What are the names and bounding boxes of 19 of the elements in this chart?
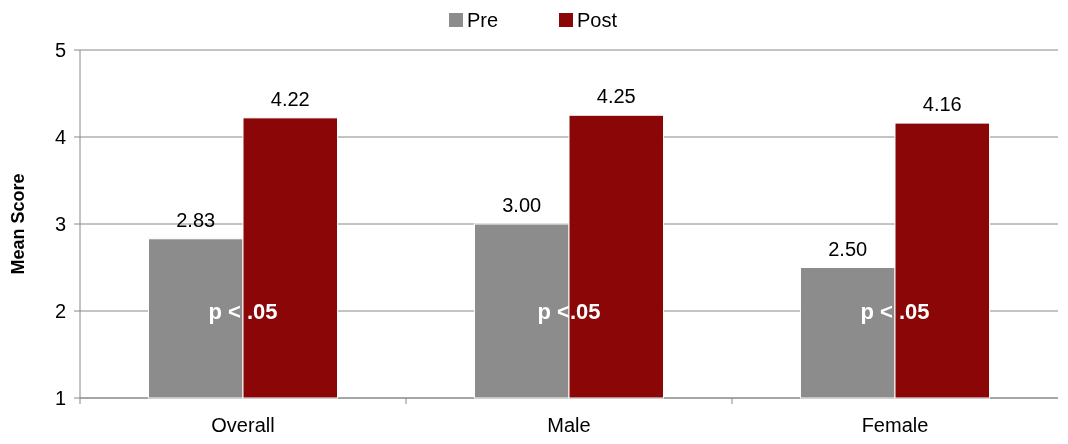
- data-label: 4.25: [596, 85, 636, 108]
- x-tick-label: Overall: [211, 414, 275, 436]
- annotation: p < .05: [208, 298, 278, 324]
- legend-label: Post: [577, 9, 618, 31]
- x-tick-label: Female: [861, 414, 929, 436]
- data-label: 2.50: [828, 237, 868, 260]
- y-tick-label: 3: [54, 213, 66, 235]
- y-tick-label: 2: [54, 300, 66, 322]
- x-tick-label: Male: [547, 414, 591, 436]
- y-tick-label: 1: [54, 387, 66, 409]
- data-label: 2.83: [176, 208, 216, 231]
- y-tick-label: 4: [54, 126, 66, 148]
- legend-label: Pre: [467, 9, 499, 31]
- data-label: 4.22: [270, 87, 310, 110]
- annotation: p < .05: [860, 298, 930, 324]
- y-tick-label: 5: [54, 39, 66, 61]
- data-label: 4.16: [922, 93, 962, 116]
- data-label: 3.00: [502, 194, 542, 216]
- y-axis-title: Mean Score: [8, 173, 28, 275]
